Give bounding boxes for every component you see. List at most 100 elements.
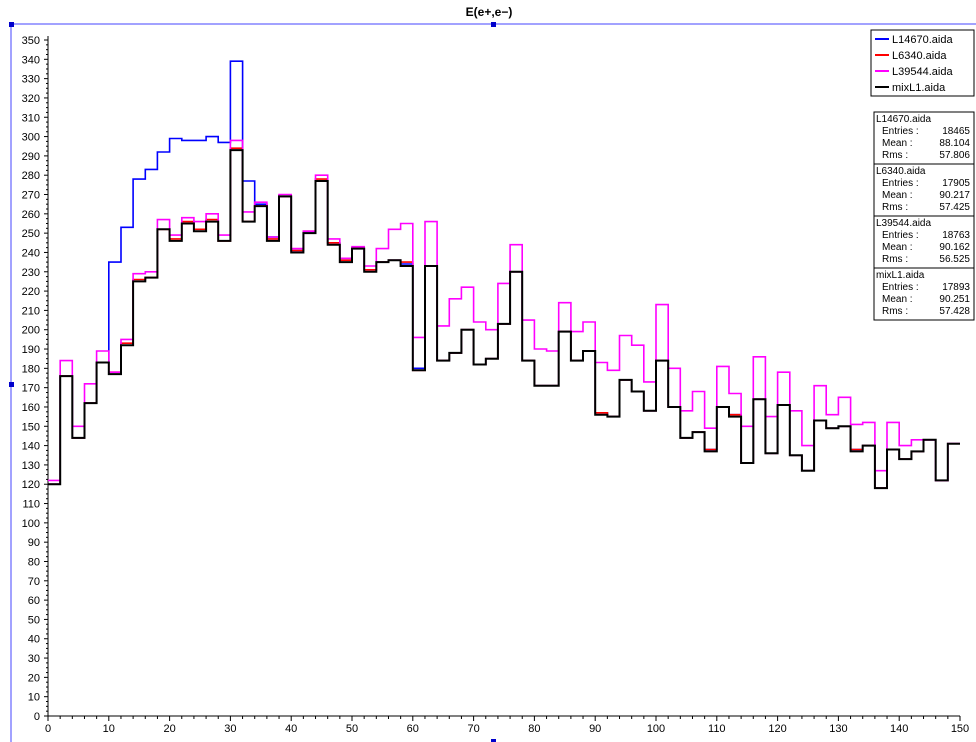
y-tick-label: 220 (22, 286, 40, 298)
stats-mean-value: 90.251 (939, 294, 970, 305)
stats-entries-label: Entries : (882, 230, 919, 241)
x-tick-label: 150 (951, 723, 969, 735)
y-tick-label: 190 (22, 344, 40, 356)
resize-handle-top-left[interactable] (9, 22, 14, 27)
y-tick-label: 350 (22, 35, 40, 47)
y-tick-label: 50 (28, 614, 40, 626)
x-tick-label: 50 (346, 723, 358, 735)
y-tick-label: 30 (28, 653, 40, 665)
stats-rms-label: Rms : (882, 202, 908, 213)
y-tick-label: 70 (28, 576, 40, 588)
series-l14670-aida (48, 60, 960, 489)
y-tick-label: 300 (22, 132, 40, 144)
x-tick-label: 0 (45, 723, 51, 735)
y-tick-label: 100 (22, 518, 40, 530)
y-tick-label: 240 (22, 247, 40, 259)
stats-entries-value: 18465 (942, 126, 970, 137)
stats-panel (873, 215, 975, 269)
stats-box: L14670.aida Entries : 18465 Mean : 88.104 Rms… (873, 111, 975, 321)
stats-panel (873, 111, 975, 165)
stats-entries-value: 17893 (942, 282, 970, 293)
stats-entries-label: Entries : (882, 282, 919, 293)
y-tick-label: 280 (22, 170, 40, 182)
series-l6340-aida (48, 147, 960, 489)
y-tick-label: 40 (28, 634, 40, 646)
stats-rms-value: 56.525 (939, 254, 970, 265)
stats-entries-label: Entries : (882, 178, 919, 189)
y-tick-label: 320 (22, 93, 40, 105)
stats-panel (873, 267, 975, 321)
stats-rms-label: Rms : (882, 306, 908, 317)
y-tick-label: 60 (28, 595, 40, 607)
x-tick-label: 20 (163, 723, 175, 735)
axes: 0102030405060708090100110120130140150160… (22, 35, 970, 735)
x-tick-label: 10 (103, 723, 115, 735)
legend: L14670.aida L6340.aida L39544.aida mixL1.ai… (870, 29, 975, 97)
legend-label: L39544.aida (892, 66, 953, 78)
y-tick-label: 130 (22, 460, 40, 472)
legend-label: L14670.aida (892, 34, 953, 46)
resize-handle-top[interactable] (491, 22, 496, 27)
legend-label: mixL1.aida (892, 82, 946, 94)
y-tick-label: 120 (22, 479, 40, 491)
x-tick-label: 40 (285, 723, 297, 735)
stats-rms-label: Rms : (882, 150, 908, 161)
y-tick-label: 200 (22, 325, 40, 337)
stats-rms-label: Rms : (882, 254, 908, 265)
y-tick-label: 290 (22, 151, 40, 163)
stats-mean-label: Mean : (882, 294, 913, 305)
x-tick-label: 130 (829, 723, 847, 735)
y-tick-label: 10 (28, 692, 40, 704)
resize-handle-left[interactable] (9, 382, 14, 387)
y-tick-label: 0 (34, 711, 40, 723)
legend-box (870, 29, 975, 97)
x-tick-label: 120 (768, 723, 786, 735)
y-tick-label: 270 (22, 190, 40, 202)
stats-mean-label: Mean : (882, 138, 913, 149)
stats-name: L14670.aida (876, 114, 931, 125)
y-tick-label: 170 (22, 383, 40, 395)
x-tick-label: 30 (224, 723, 236, 735)
series-line (48, 149, 960, 490)
stats-mean-label: Mean : (882, 190, 913, 201)
x-tick-label: 110 (708, 723, 726, 735)
y-tick-label: 340 (22, 54, 40, 66)
y-tick-label: 140 (22, 441, 40, 453)
x-tick-label: 140 (890, 723, 908, 735)
series-group (48, 60, 960, 490)
x-tick-label: 90 (589, 723, 601, 735)
y-tick-label: 260 (22, 209, 40, 221)
stats-entries-value: 18763 (942, 230, 970, 241)
stats-mean-label: Mean : (882, 242, 913, 253)
stats-mean-value: 88.104 (939, 138, 970, 149)
y-tick-label: 160 (22, 402, 40, 414)
stats-name: L6340.aida (876, 166, 926, 177)
y-tick-label: 250 (22, 228, 40, 240)
series-line (48, 139, 960, 482)
y-tick-label: 150 (22, 421, 40, 433)
stats-mean-value: 90.162 (939, 242, 970, 253)
x-tick-label: 100 (647, 723, 665, 735)
series-l39544-aida (48, 139, 960, 482)
y-tick-label: 110 (22, 499, 40, 511)
y-tick-label: 210 (22, 305, 40, 317)
stats-panel (873, 163, 975, 217)
legend-label: L6340.aida (892, 50, 947, 62)
x-tick-label: 70 (467, 723, 479, 735)
y-tick-label: 310 (22, 112, 40, 124)
chart-title: E(e+,e−) (466, 5, 513, 19)
stats-rms-value: 57.428 (939, 306, 970, 317)
y-tick-label: 80 (28, 556, 40, 568)
stats-name: L39544.aida (876, 218, 931, 229)
series-line (48, 147, 960, 489)
y-tick-label: 90 (28, 537, 40, 549)
stats-entries-value: 17905 (942, 178, 970, 189)
stats-name: mixL1.aida (876, 270, 925, 281)
y-tick-label: 230 (22, 267, 40, 279)
x-tick-label: 80 (528, 723, 540, 735)
resize-handle-bottom[interactable] (491, 739, 496, 742)
stats-rms-value: 57.425 (939, 202, 970, 213)
y-tick-label: 20 (28, 672, 40, 684)
series-mixl1-aida (48, 149, 960, 490)
